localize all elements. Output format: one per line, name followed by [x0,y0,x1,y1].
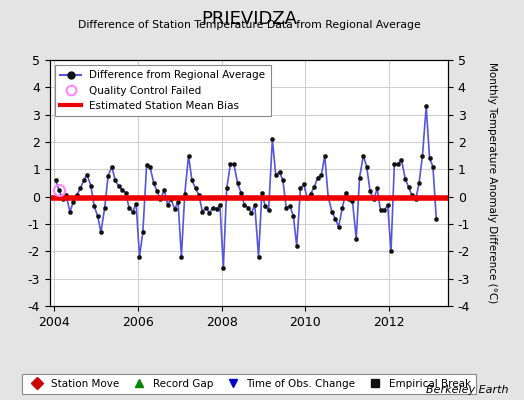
Text: PRIEVIDZA: PRIEVIDZA [201,10,297,28]
Text: Difference of Station Temperature Data from Regional Average: Difference of Station Temperature Data f… [78,20,420,30]
Text: Berkeley Earth: Berkeley Earth [426,385,508,395]
Legend: Station Move, Record Gap, Time of Obs. Change, Empirical Break: Station Move, Record Gap, Time of Obs. C… [22,374,476,394]
Y-axis label: Monthly Temperature Anomaly Difference (°C): Monthly Temperature Anomaly Difference (… [487,62,497,304]
